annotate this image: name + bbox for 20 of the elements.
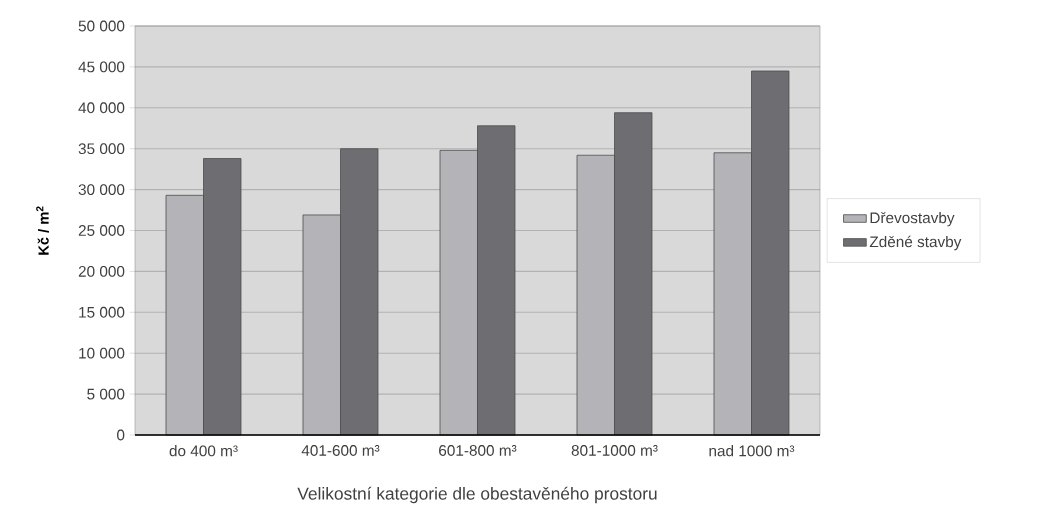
x-tick-label: nad 1000 m³ [709,445,795,457]
y-tick-label: 35 000 [78,143,125,155]
y-tick-label: 20 000 [78,265,125,277]
y-tick-label: 0 [117,429,125,441]
x-tick-label: 601-800 m³ [439,445,517,456]
x-axis-title: Velikostní kategorie dle obestavěného prostoru [297,486,657,504]
x-tick-label: do 400 m³ [169,445,238,457]
legend-label: Dřevostavby [870,211,955,227]
y-tick-label: 40 000 [78,102,125,114]
legend-label: Zděné stavby [869,235,962,251]
y-tick-label: 30 000 [78,184,125,196]
y-tick-label: 45 000 [78,61,125,73]
y-tick-label: 10 000 [79,347,125,359]
x-tick-label: 401-600 m³ [301,445,380,456]
y-tick-label: 5 000 [87,388,125,400]
text: Kč / m$^{2}$ [36,206,49,255]
y-tick-label: 25 000 [78,225,125,236]
y-tick-label: 50 000 [78,20,125,32]
x-tick-label: 801-1000 m³ [571,445,658,456]
y-tick-label: 15 000 [79,306,125,318]
